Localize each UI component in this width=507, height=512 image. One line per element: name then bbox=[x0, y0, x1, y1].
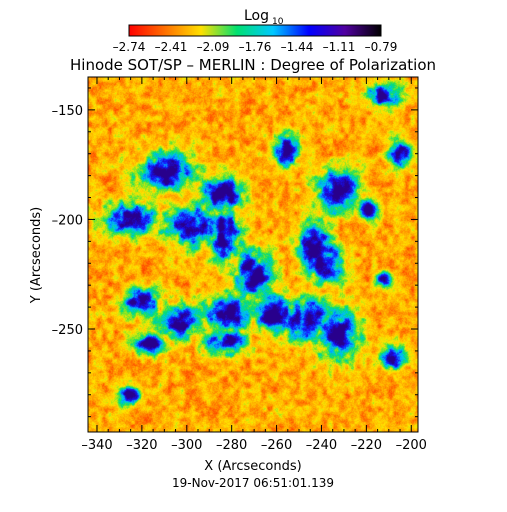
colorbar-label: Log bbox=[244, 8, 269, 24]
x-tick-label: –220 bbox=[351, 438, 382, 453]
x-axis-label: X (Arcseconds) bbox=[204, 459, 301, 474]
colorbar-tick-label: –2.74 bbox=[113, 40, 146, 54]
x-tick-label: –200 bbox=[396, 438, 427, 453]
y-axis-label: Y (Arcseconds) bbox=[29, 207, 44, 304]
colorbar-tick-label: –1.76 bbox=[239, 40, 272, 54]
y-tick-label: –250 bbox=[52, 323, 83, 338]
y-tick-label: –200 bbox=[52, 213, 83, 228]
x-tick-label: –340 bbox=[81, 438, 112, 453]
x-tick-label: –260 bbox=[261, 438, 292, 453]
chart-title: Hinode SOT/SP – MERLIN : Degree of Polar… bbox=[70, 56, 436, 74]
colorbar-tick-label: –1.44 bbox=[281, 40, 314, 54]
x-tick-label: –320 bbox=[126, 438, 157, 453]
heatmap-area bbox=[88, 77, 418, 432]
colorbar bbox=[128, 24, 382, 37]
colorbar-tick-label: –2.09 bbox=[197, 40, 230, 54]
colorbar-tick-label: –1.11 bbox=[323, 40, 356, 54]
x-axis: –340 –320 –300 –280 –260 –240 –220 –200 bbox=[81, 77, 427, 453]
x-tick-label: –240 bbox=[306, 438, 337, 453]
colorbar-tick-label: –0.79 bbox=[365, 40, 398, 54]
x-tick-label: –300 bbox=[171, 438, 202, 453]
colorbar-tick-label: –2.41 bbox=[155, 40, 188, 54]
polarization-heatmap bbox=[88, 77, 418, 432]
x-tick-label: –280 bbox=[216, 438, 247, 453]
plot-frame bbox=[87, 76, 419, 433]
y-axis: –150 –200 –250 bbox=[52, 87, 418, 418]
y-tick-label: –150 bbox=[52, 104, 83, 119]
colorbar-ticks: –2.74 –2.41 –2.09 –1.76 –1.44 –1.11 –0.79 bbox=[113, 40, 398, 54]
colorbar-label-subscript: 10 bbox=[272, 17, 284, 27]
timestamp: 19-Nov-2017 06:51:01.139 bbox=[172, 476, 334, 490]
